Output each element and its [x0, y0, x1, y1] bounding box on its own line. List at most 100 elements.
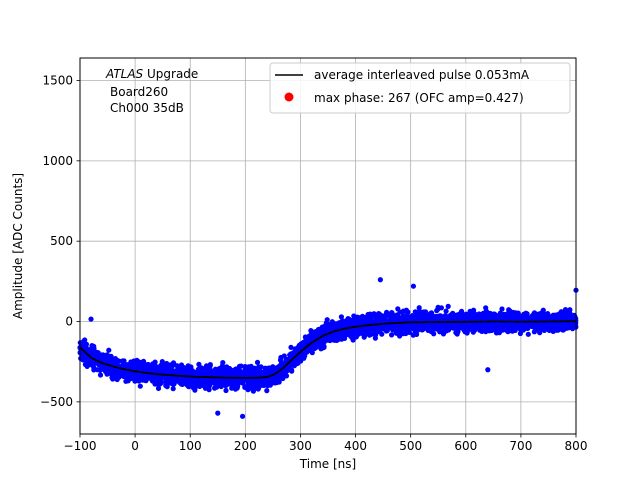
sample-point: [478, 322, 484, 328]
sample-point: [137, 383, 143, 389]
sample-point: [366, 329, 372, 335]
sample-point: [523, 315, 530, 321]
outlier-point: [239, 413, 246, 419]
sample-point: [196, 361, 202, 367]
sample-point: [152, 374, 158, 380]
sample-point: [545, 326, 551, 332]
x-tick-label: 100: [179, 439, 202, 453]
sample-point: [492, 312, 499, 318]
x-tick-label: 300: [289, 439, 312, 453]
sample-point: [236, 378, 242, 384]
sample-point: [486, 328, 492, 334]
sample-point: [423, 311, 429, 317]
sample-point: [537, 325, 543, 331]
sample-point: [121, 373, 127, 380]
sample-point: [287, 352, 293, 358]
sample-point: [459, 308, 465, 314]
sample-point: [334, 333, 340, 339]
sample-point: [143, 378, 149, 384]
sample-point: [121, 358, 127, 364]
sample-point: [389, 332, 395, 338]
sample-point: [384, 312, 390, 319]
sample-point: [517, 330, 524, 337]
sample-point: [119, 369, 125, 375]
sample-point: [214, 384, 220, 390]
sample-point: [319, 342, 326, 348]
sample-point: [562, 307, 569, 313]
sample-point: [489, 313, 495, 320]
sample-point: [144, 366, 150, 373]
sample-point: [443, 308, 449, 314]
sample-point: [126, 364, 132, 370]
sample-point: [110, 376, 116, 382]
sample-point: [499, 306, 505, 312]
sample-point: [423, 324, 429, 330]
sample-point: [215, 379, 221, 385]
sample-point: [104, 352, 110, 358]
sample-point: [398, 324, 404, 330]
sample-point: [437, 329, 443, 335]
sample-point: [170, 386, 176, 392]
sample-point: [237, 372, 243, 378]
x-axis-label: Time [ns]: [299, 457, 356, 471]
x-tick-label: 700: [509, 439, 532, 453]
sample-point: [345, 316, 351, 322]
sample-point: [281, 353, 287, 359]
sample-point: [225, 378, 231, 385]
sample-point: [461, 327, 467, 333]
sample-point: [336, 321, 342, 327]
outlier-point: [377, 277, 383, 283]
sample-point: [252, 372, 258, 378]
sample-point: [256, 364, 262, 370]
sample-point: [427, 317, 433, 323]
sample-point: [114, 376, 120, 383]
sample-point: [217, 366, 223, 372]
x-tick-label: 400: [344, 439, 367, 453]
sample-point: [483, 311, 489, 317]
sample-point: [501, 311, 507, 317]
sample-point: [546, 314, 552, 320]
sample-point: [238, 363, 244, 369]
sample-point: [409, 325, 415, 331]
sample-point: [433, 323, 439, 329]
sample-point: [529, 313, 536, 320]
sample-point: [548, 321, 554, 327]
sample-point: [294, 349, 300, 355]
outlier-point: [410, 283, 417, 289]
average-pulse-line: [79, 320, 577, 379]
sample-point: [389, 310, 395, 316]
sample-point: [131, 365, 137, 371]
y-tick-label: 0: [65, 315, 73, 329]
x-tick-label: 600: [454, 439, 477, 453]
sample-point: [226, 371, 232, 377]
sample-point: [395, 306, 401, 312]
sample-point: [305, 337, 311, 343]
sample-point: [232, 367, 238, 373]
sample-point: [264, 388, 270, 394]
sample-point: [155, 385, 162, 391]
sample-point: [327, 337, 333, 344]
sample-point: [308, 328, 314, 334]
sample-point: [535, 313, 542, 319]
sample-point: [515, 323, 522, 329]
sample-point: [400, 308, 406, 314]
sample-point: [223, 387, 229, 394]
sample-point: [288, 344, 294, 350]
sample-point: [289, 367, 295, 373]
sample-point: [361, 327, 367, 334]
sample-point: [315, 328, 321, 335]
sample-point: [467, 308, 473, 314]
sample-point: [152, 363, 158, 369]
outlier-point: [110, 367, 116, 373]
sample-point: [449, 311, 455, 317]
y-tick-label: −500: [40, 395, 73, 409]
sample-point: [390, 323, 396, 329]
sample-point: [250, 366, 256, 372]
sample-point: [254, 359, 261, 365]
sample-point: [220, 378, 226, 384]
sample-point: [542, 321, 548, 327]
sample-point: [194, 378, 200, 384]
sample-point: [405, 309, 411, 315]
sample-point: [78, 355, 84, 361]
average-pulse-path: [79, 320, 577, 379]
